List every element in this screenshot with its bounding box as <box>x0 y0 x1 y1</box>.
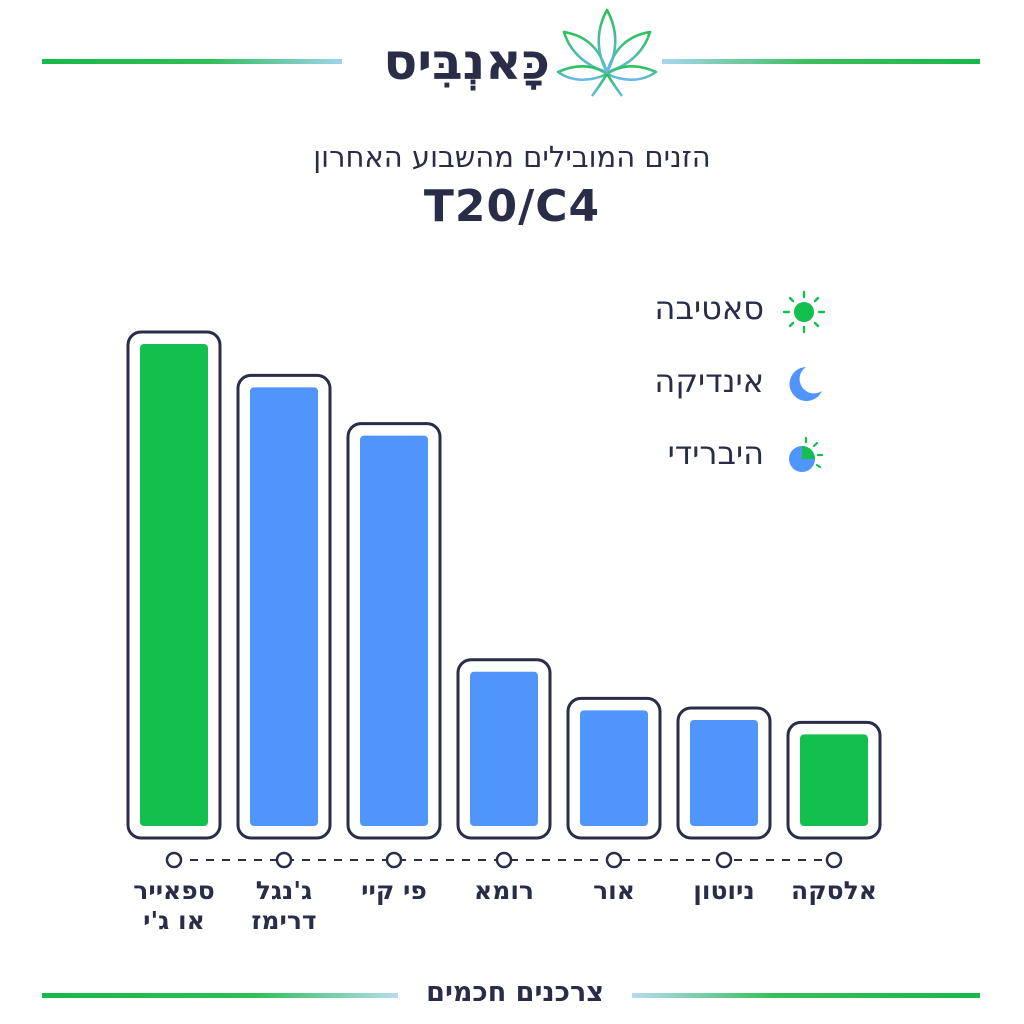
legend-label-hybrid: היברידי <box>667 434 764 472</box>
bar <box>360 435 428 826</box>
x-tick-marker <box>605 851 623 869</box>
x-tick-marker <box>275 851 293 869</box>
hybrid-sun-moon-icon <box>789 436 824 472</box>
x-tick-label: פי קיי <box>361 876 427 905</box>
bar <box>140 344 208 826</box>
header-divider-left <box>42 59 342 64</box>
x-tick-marker <box>715 851 733 869</box>
x-tick-label: ג'נגל דרימז <box>251 876 317 935</box>
legend-item-hybrid: היברידי <box>600 430 840 480</box>
x-tick-marker <box>385 851 403 869</box>
chart-title: T20/C4 <box>423 181 601 232</box>
footer-text: צרכנים חכמים <box>426 977 604 1008</box>
legend-item-sativa: סאטיבה <box>600 285 840 335</box>
footer-divider-left <box>42 993 398 998</box>
brand-logo: כָּאנְבִּיס <box>352 8 662 100</box>
x-tick-marker <box>165 851 183 869</box>
x-tick-label: אור <box>593 876 635 905</box>
footer-divider-right <box>632 993 980 998</box>
bar <box>580 710 648 826</box>
brand-name: כָּאנְבִּיס <box>383 33 550 91</box>
legend-label-sativa: סאטיבה <box>654 289 764 327</box>
x-tick-label: ניוטון <box>693 876 755 905</box>
x-tick-label: אלסקה <box>791 876 877 905</box>
bar <box>470 671 538 826</box>
legend-item-indica: אינדיקה <box>600 358 840 408</box>
cannabis-leaf-icon <box>556 8 658 97</box>
x-tick-label: רומא <box>474 876 534 905</box>
moon-icon <box>789 367 822 401</box>
legend-label-indica: אינדיקה <box>654 362 764 400</box>
x-tick-marker <box>825 851 843 869</box>
bar <box>690 719 758 826</box>
bar <box>800 734 868 826</box>
sun-icon <box>782 290 826 334</box>
bar <box>250 387 318 826</box>
x-tick-marker <box>495 851 513 869</box>
x-tick-label: ספאייר או ג'י <box>133 876 215 935</box>
header-divider-right <box>662 59 980 64</box>
chart-subtitle: הזנים המובילים מהשבוע האחרון <box>313 140 711 174</box>
